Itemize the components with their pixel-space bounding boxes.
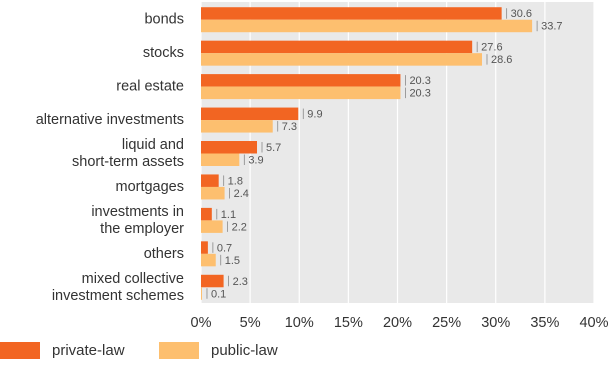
bar-private-law bbox=[201, 7, 502, 20]
bar-public-law bbox=[201, 287, 202, 300]
legend-label-private-law: private-law bbox=[52, 342, 125, 359]
x-tick-label: 25% bbox=[432, 315, 461, 331]
category-label: mixed collective bbox=[82, 271, 184, 287]
legend: private-law public-law bbox=[0, 334, 612, 362]
data-label: 28.6 bbox=[491, 54, 512, 66]
data-label: 9.9 bbox=[307, 109, 322, 121]
data-label: 2.2 bbox=[232, 221, 247, 233]
x-tick-label: 0% bbox=[191, 315, 212, 331]
data-label: 0.7 bbox=[217, 242, 232, 254]
data-label: 5.7 bbox=[266, 142, 281, 154]
category-label: investment schemes bbox=[52, 288, 184, 304]
data-label: 1.1 bbox=[221, 209, 236, 221]
x-tick-label: 15% bbox=[334, 315, 363, 331]
category-label: alternative investments bbox=[36, 112, 184, 128]
category-label: investments in bbox=[91, 204, 184, 220]
bar-public-law bbox=[201, 186, 225, 200]
chart: 30.633.727.628.620.320.39.97.35.73.91.82… bbox=[36, 2, 609, 331]
x-tick-label: 20% bbox=[383, 315, 412, 331]
bar-public-law bbox=[201, 253, 216, 267]
bar-public-law bbox=[201, 220, 223, 233]
x-tick-label: 35% bbox=[530, 315, 559, 331]
data-label: 1.5 bbox=[225, 255, 240, 267]
legend-swatch-public-law bbox=[159, 342, 199, 359]
category-label: liquid and bbox=[122, 137, 184, 153]
category-label: real estate bbox=[116, 79, 184, 95]
data-label: 20.3 bbox=[409, 88, 430, 100]
data-label: 3.9 bbox=[248, 155, 263, 167]
bar-public-law bbox=[201, 120, 273, 133]
bar-public-law bbox=[201, 19, 533, 33]
category-label: stocks bbox=[143, 45, 184, 61]
category-label: short-term assets bbox=[72, 154, 184, 170]
legend-label-public-law: public-law bbox=[211, 342, 278, 359]
category-label: mortgages bbox=[115, 179, 184, 195]
legend-swatch-private-law bbox=[0, 342, 40, 359]
bar-private-law bbox=[201, 174, 219, 187]
legend-item-public-law: public-law bbox=[159, 342, 278, 359]
x-tick-label: 40% bbox=[579, 315, 608, 331]
data-label: 1.8 bbox=[228, 175, 243, 187]
bar-private-law bbox=[201, 241, 208, 254]
bar-private-law bbox=[201, 274, 224, 288]
x-tick-labels: 0% 5% 10% 15% 20% 25% 30% 35% 40% bbox=[191, 315, 609, 331]
data-label: 27.6 bbox=[481, 42, 502, 54]
bar-private-law bbox=[201, 107, 299, 121]
bar-public-law bbox=[201, 53, 482, 66]
data-label: 7.3 bbox=[282, 121, 297, 133]
bars: 30.633.727.628.620.320.39.97.35.73.91.82… bbox=[201, 7, 563, 300]
data-label: 20.3 bbox=[409, 75, 430, 87]
bar-public-law bbox=[201, 86, 401, 100]
x-tick-label: 5% bbox=[240, 315, 261, 331]
category-labels: bonds stocks real estate alternative invest… bbox=[36, 12, 184, 304]
bar-private-law bbox=[201, 74, 401, 87]
category-label: others bbox=[144, 246, 184, 262]
category-label: bonds bbox=[144, 12, 184, 28]
data-label: 2.4 bbox=[234, 188, 249, 200]
data-label: 30.6 bbox=[511, 8, 532, 20]
bar-public-law bbox=[201, 153, 240, 166]
bar-private-law bbox=[201, 141, 258, 154]
data-label: 2.3 bbox=[233, 276, 248, 288]
legend-item-private-law: private-law bbox=[0, 342, 125, 359]
category-label: the employer bbox=[100, 221, 184, 237]
data-label: 0.1 bbox=[211, 288, 226, 300]
data-label: 33.7 bbox=[541, 21, 562, 33]
bar-private-law bbox=[201, 207, 212, 221]
bar-private-law bbox=[201, 40, 473, 54]
x-tick-label: 10% bbox=[285, 315, 314, 331]
x-tick-label: 30% bbox=[481, 315, 510, 331]
